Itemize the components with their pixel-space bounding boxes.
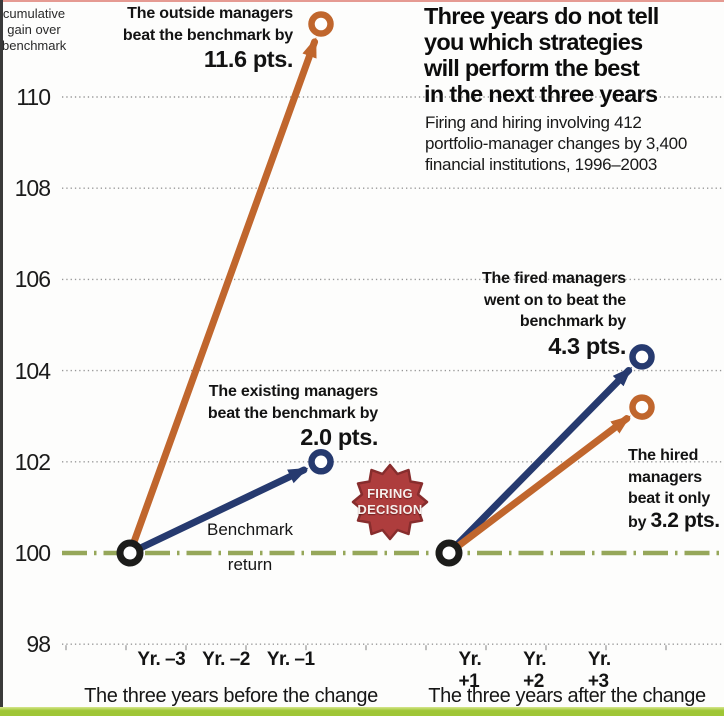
end-marker-hired-managers	[629, 394, 655, 420]
chart-title: Three years do not tell you which strate…	[424, 3, 724, 107]
annotation-existing-managers: The existing managers beat the benchmark…	[208, 381, 378, 450]
annotation-hired-managers: The hired managers beat it only by 3.2 p…	[628, 445, 720, 533]
firing-badge-star	[351, 463, 429, 541]
y-axis-title-line: cumulative	[2, 6, 66, 21]
chart-subtitle: Firing and hiring involving 412 portfoli…	[425, 112, 724, 175]
annotation-line: managers	[628, 468, 702, 486]
bottom-green-bar	[0, 707, 724, 716]
annotation-line: went on to beat the	[484, 291, 626, 309]
chart-subtitle-line: financial institutions, 1996–2003	[425, 155, 658, 174]
annotation-value-prefix: by	[628, 513, 651, 531]
badge-line: FIRING	[367, 486, 413, 501]
chart-title-line: in the next three years	[424, 81, 658, 107]
panel-caption-before: The three years before the change	[84, 685, 378, 707]
benchmark-label-line1: Benchmark	[207, 520, 293, 539]
top-edge-strip	[0, 0, 724, 2]
annotation-outside-managers: The outside managers beat the benchmark …	[123, 3, 293, 72]
chart-subtitle-line: Firing and hiring involving 412	[425, 113, 642, 132]
x-axis-labels-after: Yr. +1 Yr. +2 Yr. +3	[459, 649, 636, 693]
start-marker	[116, 539, 144, 567]
x-tick-label: Yr. +1	[458, 649, 482, 692]
annotation-fired-managers: The fired managers went on to beat the b…	[482, 268, 626, 359]
y-tick-label: 110	[16, 84, 51, 110]
x-tick-label: Yr. –3	[137, 649, 186, 670]
y-tick-label: 106	[14, 266, 51, 292]
annotation-line: by 3.2 pts.	[628, 508, 721, 534]
annotation-line: beat the benchmark by	[207, 404, 378, 422]
annotation-line: benchmark by	[519, 313, 626, 330]
annotation-line: beat the benchmark by	[122, 26, 293, 44]
chart-title-line: you which strategies	[424, 29, 643, 55]
badge-line: DECISION	[357, 502, 423, 517]
chart-subtitle-line: portfolio-manager changes by 3,400	[425, 134, 687, 153]
x-tick-label: Yr. –2	[202, 649, 250, 670]
annotation-line: The hired	[628, 447, 699, 464]
y-axis-title: cumulative gain over benchmark	[2, 6, 66, 54]
annotation-line: The existing managers	[208, 383, 378, 400]
panel-caption-after: The three years after the change	[428, 685, 706, 707]
x-tick-label: Yr. +3	[587, 649, 611, 692]
end-marker-existing-managers	[308, 449, 334, 475]
y-axis-title-line: benchmark	[2, 38, 67, 53]
annotation-value: 4.3 pts.	[548, 332, 626, 359]
chart-title-line: Three years do not tell	[424, 3, 659, 29]
y-tick-label: 100	[14, 540, 51, 566]
start-marker	[435, 539, 463, 567]
y-tick-label: 104	[14, 358, 51, 384]
annotation-line: beat it only	[628, 490, 711, 507]
y-tick-label: 98	[26, 631, 51, 657]
annotation-value: 3.2 pts.	[650, 508, 721, 532]
series-line-fired-managers	[445, 366, 633, 557]
series-line-hired-managers	[445, 415, 631, 557]
benchmark-label-line2: return	[227, 555, 273, 574]
annotation-value: 11.6 pts.	[203, 46, 294, 72]
end-marker-outside-managers	[308, 11, 334, 37]
left-edge-strip	[0, 0, 3, 708]
end-marker-fired-managers	[629, 344, 655, 370]
x-axis-labels-before: Yr. –3 Yr. –2 Yr. –1	[137, 649, 315, 671]
chart-title-line: will perform the best	[424, 55, 640, 81]
y-tick-label: 108	[14, 175, 51, 201]
y-axis-title-line: gain over	[7, 22, 61, 37]
firing-decision-badge-label: FIRING DECISION	[357, 486, 422, 518]
x-tick-label: Yr. –1	[266, 649, 315, 670]
y-tick-label: 102	[14, 449, 51, 475]
series-line-outside-managers	[126, 37, 319, 557]
x-tick-label: Yr. +2	[523, 649, 546, 692]
series-line-existing-managers	[126, 466, 309, 557]
annotation-line: The outside managers	[127, 5, 293, 22]
annotation-value: 2.0 pts.	[300, 424, 378, 450]
annotation-line: The fired managers	[481, 270, 626, 287]
